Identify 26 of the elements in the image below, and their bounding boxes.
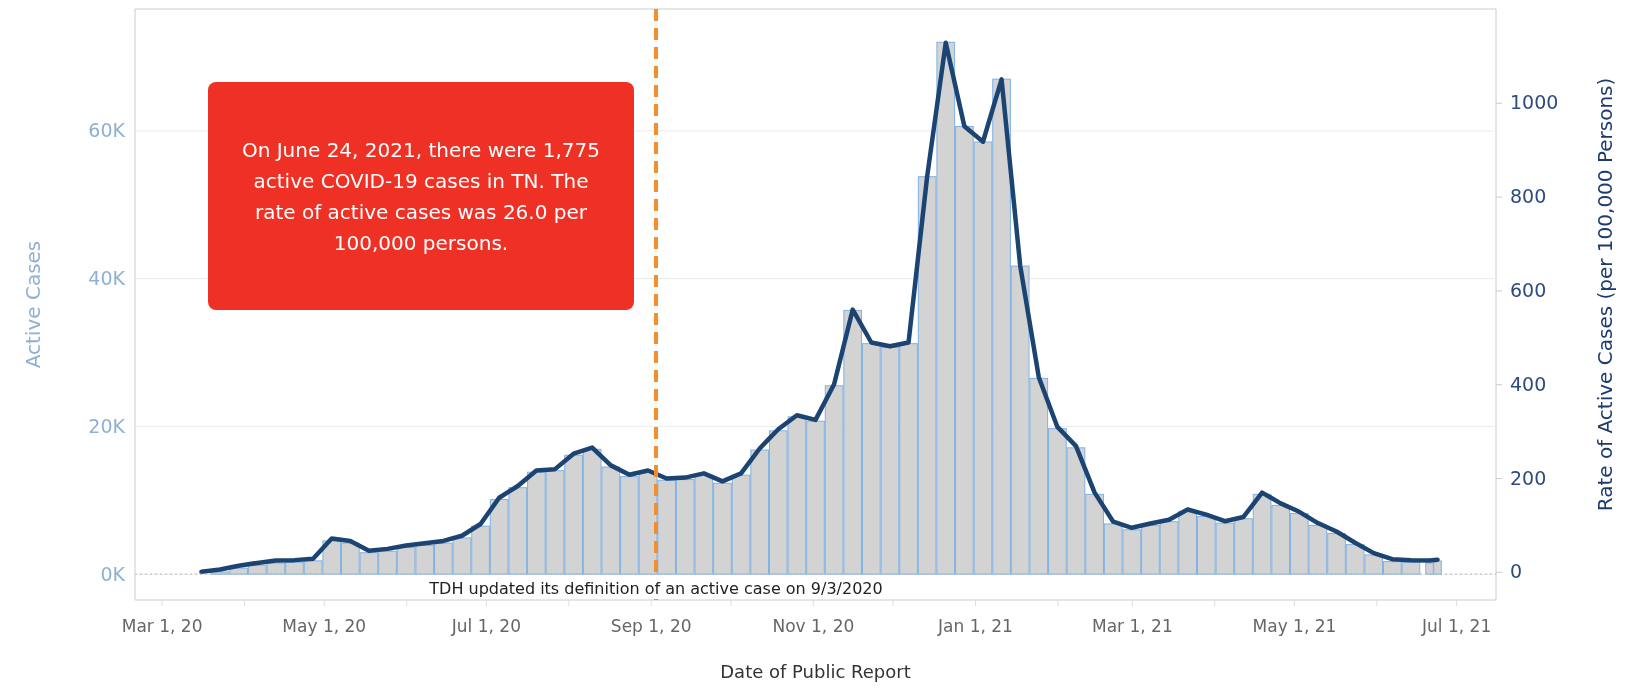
y-axis-title: Active Cases [21, 240, 45, 369]
x-tick-label: Jul 1, 21 [1421, 616, 1492, 637]
y2-tick-label: 600 [1510, 279, 1547, 302]
x-tick-label: Jan 1, 21 [937, 616, 1013, 637]
y-tick-label: 60K [88, 119, 126, 142]
annotation: On June 24, 2021, there were 1,775 active COVID-19 cases in TN. The rate of active cases was 26.0 per 100,000 persons. [241, 137, 601, 255]
x-tick-label: Nov 1, 20 [772, 616, 855, 637]
x-axis-title: Date of Public Report [720, 661, 911, 682]
y-tick-label: 20K [88, 414, 126, 437]
line-series [199, 40, 1440, 575]
y-tick-label: 40K [88, 267, 126, 290]
x-tick-label: May 1, 21 [1252, 616, 1337, 637]
y-tick-label: 0K [100, 562, 126, 585]
y2-axis-title: Rate of Active Cases (per 100,000 Persons) [1593, 77, 1617, 512]
x-tick-label: May 1, 20 [282, 616, 367, 637]
note-box: On June 24, 2021, there were 1,775 active COVID-19 cases in TN. The rate of active cases was 26.0 per 100,000 persons. [208, 82, 634, 310]
y2-tick-label: 400 [1510, 372, 1547, 395]
x-tick-label: Sep 1, 20 [610, 616, 692, 637]
x-tick-label: Mar 1, 21 [1091, 616, 1173, 637]
ref-line-label: TDH updated its definition of an active case on 9/3/2020 [428, 579, 883, 598]
y2-tick-label: 0 [1510, 560, 1523, 583]
y2-tick-label: 200 [1510, 466, 1547, 489]
x-tick-label: Jul 1, 20 [450, 616, 521, 637]
y2-tick-label: 800 [1510, 185, 1547, 208]
x-tick-label: Mar 1, 20 [121, 616, 203, 637]
y2-tick-label: 1000 [1510, 91, 1559, 114]
